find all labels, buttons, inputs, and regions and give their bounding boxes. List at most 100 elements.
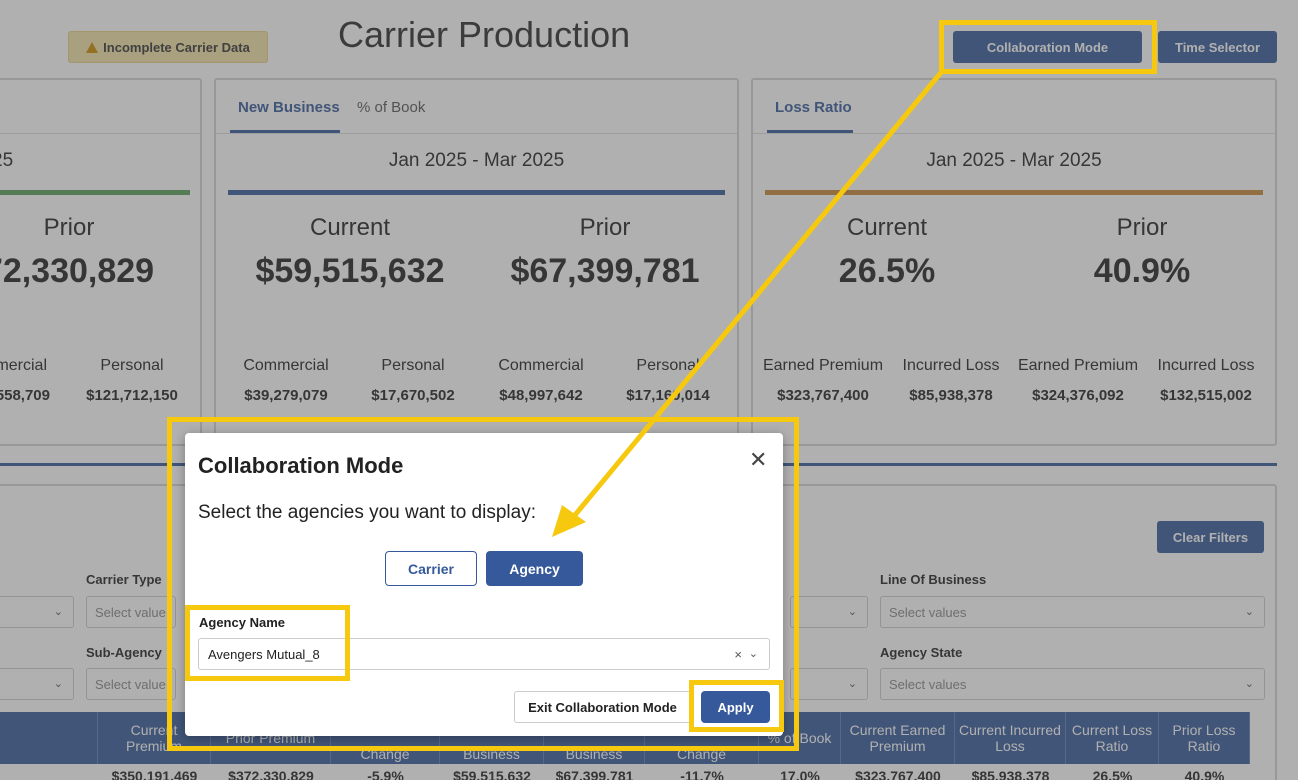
new-business-sub-label-1: Commercial [243, 357, 329, 374]
loss-ratio-sub-value-4: $132,515,002 [1160, 387, 1252, 404]
tab-new-business[interactable]: New Business [238, 99, 340, 116]
collaboration-mode-dialog: Collaboration Mode ✕ Select the agencies… [185, 433, 783, 736]
new-business-sub-value-4: $17,160,014 [626, 387, 710, 404]
table-cell: $350,191,469 [111, 768, 198, 780]
loss-ratio-tabs: Loss Ratio [753, 80, 1275, 134]
agency-name-select[interactable]: Avengers Mutual_8 × ⌄ [198, 638, 770, 670]
new-business-tabs: New Business % of Book [216, 80, 737, 134]
premium-card: 25 Prior 72,330,829 mercial Personal 558… [0, 78, 202, 446]
table-cell: $323,767,400 [855, 768, 941, 780]
tab-underline [767, 130, 853, 133]
arrow-head [552, 505, 586, 537]
dialog-description: Select the agencies you want to display: [198, 502, 536, 523]
new-business-colorbar [228, 190, 725, 195]
left-filter-select-1[interactable]: ⌄ [0, 596, 74, 628]
tab-underline [230, 130, 340, 133]
table-cell: 26.5% [1092, 768, 1133, 780]
time-selector-button[interactable]: Time Selector [1158, 31, 1277, 63]
warning-icon [86, 41, 99, 53]
clear-filters-button[interactable]: Clear Filters [1157, 521, 1264, 553]
dialog-title: Collaboration Mode [198, 453, 404, 478]
new-business-period: Jan 2025 - Mar 2025 [388, 150, 565, 171]
premium-sub-label-2: Personal [100, 357, 164, 374]
th-percent-of-book[interactable]: % of Book [759, 712, 841, 764]
premium-sub-label-1: mercial [0, 357, 47, 374]
clear-selection-icon[interactable]: × [734, 647, 742, 662]
agency-state-placeholder: Select values [889, 676, 967, 692]
middle-filter-select-2[interactable]: ⌄ [790, 668, 868, 700]
table-cell: -5.9% [367, 768, 404, 780]
highlight-collaboration-button [939, 20, 1157, 74]
premium-card-period: 25 [0, 150, 14, 171]
new-business-sub-value-1: $39,279,079 [244, 387, 328, 404]
loss-ratio-colorbar [765, 190, 1263, 195]
middle-filter-select-1[interactable]: ⌄ [790, 596, 868, 628]
exit-collaboration-mode-button[interactable]: Exit Collaboration Mode [514, 691, 691, 723]
table-cell: -11.7% [680, 768, 724, 780]
new-business-card: New Business % of Book Jan 2025 - Mar 20… [214, 78, 739, 446]
premium-sub-value-1: 558,709 [0, 387, 50, 404]
line-of-business-placeholder: Select values [889, 604, 967, 620]
agency-name-label: Agency Name [199, 615, 285, 630]
agency-name-value: Avengers Mutual_8 [208, 646, 320, 662]
close-icon[interactable]: ✕ [749, 447, 768, 472]
new-business-sub-label-2: Personal [381, 357, 445, 374]
new-business-prior-value: $67,399,781 [510, 252, 700, 290]
loss-ratio-sub-value-3: $324,376,092 [1032, 387, 1124, 404]
table-cell: 40.9% [1184, 768, 1225, 780]
premium-prior-label: Prior [43, 214, 95, 241]
new-business-sub-label-4: Personal [636, 357, 700, 374]
chevron-down-icon: ⌄ [1244, 678, 1254, 690]
loss-ratio-period: Jan 2025 - Mar 2025 [926, 150, 1102, 171]
th-current-earned-premium[interactable]: Current Earned Premium [841, 712, 955, 764]
left-filter-select-2[interactable]: ⌄ [0, 668, 74, 700]
loss-ratio-sub-label-4: Incurred Loss [1157, 357, 1255, 374]
th-current-loss-ratio[interactable]: Current Loss Ratio [1066, 712, 1159, 764]
apply-button[interactable]: Apply [701, 691, 770, 723]
loss-ratio-current-value: 26.5% [838, 252, 936, 290]
chevron-down-icon: ⌄ [1244, 606, 1254, 618]
sub-agency-placeholder: Select value [95, 676, 166, 692]
table-cell: $85,938,378 [971, 768, 1050, 780]
chevron-down-icon: ⌄ [53, 606, 63, 618]
highlight-dialog [167, 417, 799, 751]
premium-card-tabs [0, 80, 200, 134]
table-cell: $59,515,632 [453, 768, 531, 780]
new-business-sub-label-3: Commercial [498, 357, 584, 374]
carrier-toggle-button[interactable]: Carrier [385, 551, 477, 586]
warning-badge: Incomplete Carrier Data [68, 31, 268, 63]
tab-percent-of-book[interactable]: % of Book [357, 99, 426, 116]
loss-ratio-sub-value-1: $323,767,400 [777, 387, 869, 404]
collaboration-mode-button[interactable]: Collaboration Mode [953, 31, 1142, 63]
loss-ratio-prior-value: 40.9% [1093, 252, 1191, 290]
new-business-sub-value-2: $17,670,502 [371, 387, 455, 404]
table-cell: 17.0% [780, 768, 820, 780]
highlight-apply-button [689, 680, 784, 732]
loss-ratio-sub-label-2: Incurred Loss [902, 357, 1000, 374]
table-cell: $67,399,781 [555, 768, 634, 780]
new-business-current-label: Current [309, 214, 391, 241]
carrier-type-select[interactable]: Select value [86, 596, 176, 628]
premium-card-colorbar [0, 190, 190, 195]
premium-prior-value: 72,330,829 [0, 252, 155, 290]
loss-ratio-card: Loss Ratio Jan 2025 - Mar 2025 Current P… [751, 78, 1277, 446]
th-current-incurred-loss[interactable]: Current Incurred Loss [955, 712, 1066, 764]
agency-state-select[interactable]: Select values ⌄ [880, 668, 1265, 700]
th-prior-loss-ratio[interactable]: Prior Loss Ratio [1159, 712, 1250, 764]
loss-ratio-current-label: Current [846, 214, 928, 241]
carrier-type-label: Carrier Type [86, 572, 162, 587]
sub-agency-select[interactable]: Select value [86, 668, 176, 700]
table-header-spacer [0, 712, 98, 764]
loss-ratio-sub-label-1: Earned Premium [762, 357, 884, 374]
tab-loss-ratio[interactable]: Loss Ratio [775, 99, 852, 116]
chevron-down-icon: ⌄ [847, 606, 857, 618]
chevron-down-icon[interactable]: ⌄ [748, 648, 758, 660]
loss-ratio-sub-value-2: $85,938,378 [909, 387, 993, 404]
premium-sub-value-2: $121,712,150 [86, 387, 178, 404]
sub-agency-label: Sub-Agency [86, 645, 162, 660]
line-of-business-select[interactable]: Select values ⌄ [880, 596, 1265, 628]
agency-toggle-button[interactable]: Agency [486, 551, 583, 586]
warning-badge-text: Incomplete Carrier Data [103, 39, 250, 55]
chevron-down-icon: ⌄ [847, 678, 857, 690]
